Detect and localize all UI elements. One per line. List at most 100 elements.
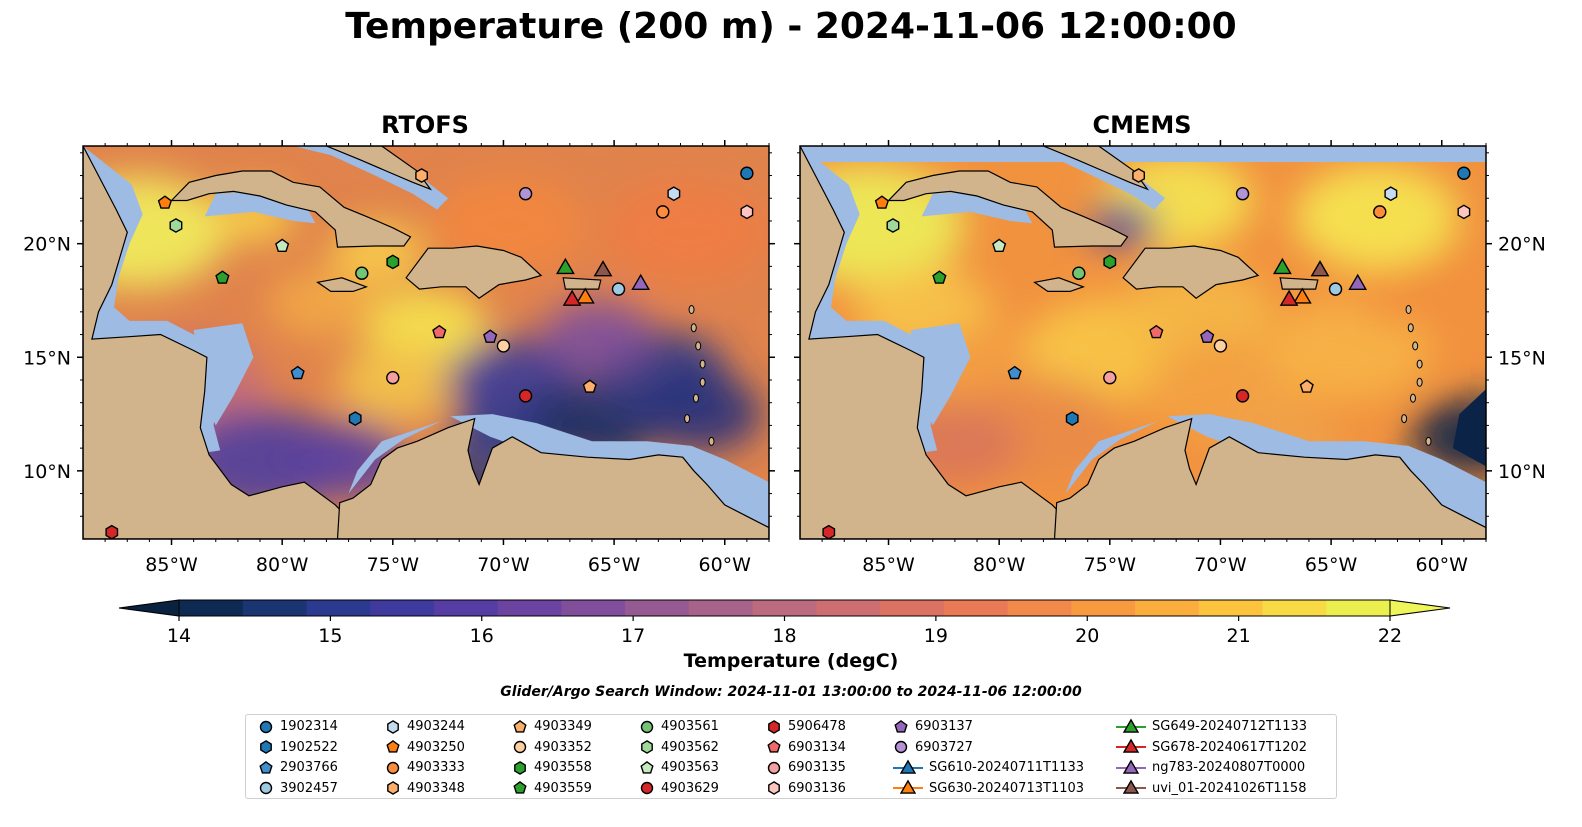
legend-marker — [259, 720, 273, 733]
float-marker-6903134 — [432, 324, 447, 339]
x-tick-label: 85°W — [862, 554, 915, 576]
float-marker-4903250 — [874, 195, 890, 209]
legend-marker — [894, 719, 908, 733]
float-marker-3902457 — [611, 282, 626, 296]
colorbar-segment — [880, 600, 945, 616]
glider-marker-SG678-20240617T1202 — [562, 289, 582, 306]
glider-legend-icon — [1116, 738, 1146, 753]
legend-item-2903766: 2903766 — [258, 758, 338, 778]
float-marker-4903348 — [415, 168, 428, 183]
glider-marker-ng783-20240807T0000 — [1348, 273, 1368, 290]
x-tick-label: 60°W — [699, 554, 752, 576]
shelf-nicShelf — [193, 323, 254, 426]
legend-label: 4903563 — [661, 760, 719, 775]
float-legend-icon — [259, 720, 273, 733]
float-legend-icon — [259, 781, 273, 795]
float-marker-6903727 — [1235, 187, 1250, 201]
legend-marker — [259, 781, 273, 795]
legend-label: 1902314 — [280, 719, 338, 734]
float-legend-icon — [514, 760, 526, 775]
legend-item-6903135: 6903135 — [766, 758, 846, 778]
colorbar-tick-label: 14 — [167, 625, 191, 647]
glider-legend-icon — [1116, 779, 1146, 794]
legend-label: 6903134 — [788, 739, 846, 755]
colorbar-extend-low — [118, 599, 180, 617]
y-tick-label: 20°N — [23, 234, 71, 256]
float-marker-4903558 — [1103, 254, 1117, 270]
island-antilles — [699, 377, 706, 387]
legend-marker — [767, 761, 781, 774]
land-cuba — [887, 170, 1129, 248]
legend-item-4903561: 4903561 — [639, 717, 719, 737]
legend-marker — [259, 760, 273, 774]
float-legend-icon — [260, 740, 272, 754]
float-legend-icon — [768, 719, 780, 734]
colorbar-tick-label: 20 — [1075, 625, 1099, 647]
search-window-text: Glider/Argo Search Window: 2024-11-01 13… — [500, 684, 1082, 700]
colorbar: 14 15 16 17 18 19 20 21 22 — [118, 599, 1451, 647]
legend: 1902314 1902522 2903766 3902457 4903244 49032… — [245, 714, 1337, 799]
colorbar-tick-label: 21 — [1227, 625, 1251, 647]
colorbar-tick-label: 22 — [1378, 625, 1402, 647]
float-legend-icon — [640, 720, 654, 733]
map-frame — [82, 145, 770, 540]
float-marker-6903137 — [483, 329, 498, 343]
legend-label: 4903561 — [661, 719, 719, 734]
legend-item-5906478: 5906478 — [766, 717, 846, 737]
float-legend-icon — [513, 740, 527, 754]
legend-marker — [514, 760, 526, 775]
legend-item-4903348: 4903348 — [385, 779, 465, 799]
panel-title-cmems: CMEMS — [1092, 111, 1192, 139]
shelf-nicShelf — [910, 323, 971, 426]
legend-item-6903137: 6903137 — [893, 717, 973, 737]
island-antilles — [1407, 323, 1414, 333]
float-legend-icon — [767, 761, 781, 774]
float-marker-4903352 — [1213, 339, 1228, 353]
float-marker-4903244 — [667, 186, 681, 202]
map-panel-cmems: 85°W 80°W 75°W 70°W 65°W 60°W 10°N 15°N 20°N — [794, 140, 1546, 576]
legend-label: uvi_01-20241026T1158 — [1152, 780, 1307, 796]
legend-label: SG678-20240617T1202 — [1152, 739, 1308, 755]
legend-item-SG649-20240712T1133: SG649-20240712T1133 — [1116, 717, 1307, 737]
colorbar-segment — [1262, 600, 1327, 616]
legend-item-1902522: 1902522 — [258, 738, 338, 758]
colorbar-tick-label: 17 — [621, 625, 645, 647]
legend-marker — [1122, 717, 1140, 733]
glider-legend-icon — [893, 779, 923, 794]
float-legend-icon — [513, 781, 527, 794]
land-puertoRico — [562, 277, 602, 290]
legend-label: 4903562 — [661, 739, 719, 755]
float-marker-4903562 — [886, 218, 900, 233]
legend-marker — [1122, 738, 1140, 753]
colorbar-segment — [1326, 600, 1391, 616]
legend-marker — [260, 740, 272, 754]
land-puertoRico — [1279, 277, 1319, 290]
colorbar-segment — [1135, 600, 1200, 616]
legend-item-4903352: 4903352 — [512, 738, 592, 758]
colorbar-segment — [688, 600, 754, 616]
legend-label: 4903250 — [407, 739, 465, 755]
float-marker-2903766 — [1007, 365, 1022, 380]
legend-item-4903559: 4903559 — [512, 779, 592, 799]
island-antilles — [688, 305, 695, 315]
legend-label: 5906478 — [788, 719, 846, 734]
land-southAmerica — [1053, 417, 1486, 539]
float-legend-icon — [768, 781, 780, 795]
colorbar-tick-label: 16 — [470, 625, 494, 647]
legend-item-1902314: 1902314 — [258, 717, 338, 737]
float-marker-4903562 — [169, 218, 183, 233]
legend-label: 4903559 — [534, 780, 592, 796]
legend-label: ng783-20240807T0000 — [1152, 760, 1306, 775]
land-hispaniola — [1122, 245, 1260, 299]
island-antilles — [1401, 414, 1408, 424]
legend-label: 4903558 — [534, 760, 592, 775]
island-antilles — [699, 359, 706, 369]
colorbar-segment — [1071, 600, 1136, 616]
float-marker-4903629 — [1235, 389, 1250, 403]
colorbar-tick-label: 15 — [318, 625, 342, 647]
float-marker-6903134 — [1149, 324, 1164, 339]
colorbar-segment — [179, 600, 244, 616]
legend-item-uvi_01-20241026T1158: uvi_01-20241026T1158 — [1116, 779, 1306, 799]
float-marker-1902314 — [740, 166, 754, 180]
legend-label: 6903727 — [915, 739, 973, 755]
